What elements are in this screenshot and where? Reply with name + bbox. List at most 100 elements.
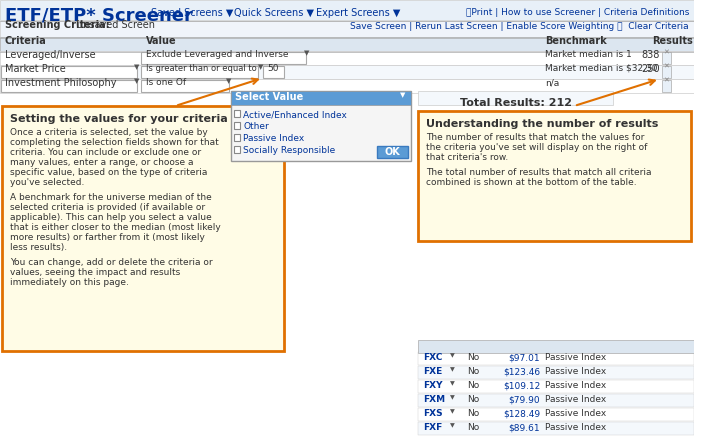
Text: Passive Index: Passive Index: [545, 367, 606, 376]
Text: completing the selection fields shown for that: completing the selection fields shown fo…: [10, 138, 218, 147]
Text: ▼: ▼: [134, 64, 140, 70]
Text: Is one Of: Is one Of: [146, 78, 186, 87]
Text: Saved Screens ▼: Saved Screens ▼: [151, 8, 233, 18]
FancyBboxPatch shape: [1, 66, 137, 78]
Text: $97.01: $97.01: [508, 353, 540, 362]
Text: n/a: n/a: [545, 78, 559, 87]
FancyBboxPatch shape: [662, 66, 672, 78]
FancyBboxPatch shape: [262, 66, 284, 78]
Text: Socially Responsible: Socially Responsible: [243, 146, 336, 155]
Text: ▼: ▼: [304, 50, 309, 56]
FancyBboxPatch shape: [419, 408, 694, 421]
Text: Passive Index: Passive Index: [545, 353, 606, 362]
Text: Exclude Leveraged and Inverse: Exclude Leveraged and Inverse: [146, 50, 289, 59]
Text: more results) or farther from it (most likely: more results) or farther from it (most l…: [10, 233, 205, 242]
Text: Passive Index: Passive Index: [545, 423, 606, 432]
Text: the criteria you've set will display on the right of: the criteria you've set will display on …: [426, 143, 647, 152]
FancyBboxPatch shape: [234, 110, 240, 117]
Text: combined is shown at the bottom of the table.: combined is shown at the bottom of the t…: [426, 178, 637, 187]
FancyBboxPatch shape: [376, 146, 408, 158]
Text: 50: 50: [267, 64, 279, 73]
Text: less results).: less results).: [10, 243, 67, 252]
FancyBboxPatch shape: [419, 340, 694, 353]
Text: OK: OK: [384, 147, 400, 157]
Text: Save Screen | Rerun Last Screen | Enable Score Weighting ⓘ  Clear Criteria: Save Screen | Rerun Last Screen | Enable…: [350, 22, 689, 31]
Text: 250: 250: [641, 64, 660, 74]
Text: ▼: ▼: [449, 409, 454, 414]
Text: $123.46: $123.46: [503, 367, 540, 376]
Text: FXF: FXF: [424, 423, 443, 432]
Text: No: No: [467, 395, 479, 404]
Text: specific value, based on the type of criteria: specific value, based on the type of cri…: [10, 168, 207, 177]
Text: values, seeing the impact and results: values, seeing the impact and results: [10, 268, 180, 277]
Text: $109.12: $109.12: [503, 381, 540, 390]
Text: Unsaved Screen: Unsaved Screen: [76, 20, 155, 30]
Text: Active/Enhanced Index: Active/Enhanced Index: [243, 110, 347, 119]
FancyBboxPatch shape: [234, 146, 240, 153]
Text: ⎙Print | How to use Screener | Criteria Definitions: ⎙Print | How to use Screener | Criteria …: [466, 8, 689, 17]
Text: Once a criteria is selected, set the value by: Once a criteria is selected, set the val…: [10, 128, 207, 137]
Text: Investment Philosophy: Investment Philosophy: [5, 78, 116, 88]
Text: ▼: ▼: [449, 381, 454, 386]
Text: applicable). This can help you select a value: applicable). This can help you select a …: [10, 213, 212, 222]
Text: Passive Index: Passive Index: [545, 381, 606, 390]
Text: No: No: [467, 381, 479, 390]
Text: Select Value: Select Value: [235, 92, 304, 102]
Text: Quick Screens ▼: Quick Screens ▼: [234, 8, 314, 18]
Text: Other: Other: [243, 122, 269, 131]
Text: Results: Results: [652, 36, 692, 46]
Text: Setting the values for your criteria: Setting the values for your criteria: [10, 114, 227, 124]
FancyBboxPatch shape: [1, 80, 137, 92]
Text: The total number of results that match all criteria: The total number of results that match a…: [426, 168, 652, 177]
Text: you've selected.: you've selected.: [10, 178, 84, 187]
Text: FXC: FXC: [424, 353, 443, 362]
FancyBboxPatch shape: [419, 380, 694, 393]
Text: that criteria's row.: that criteria's row.: [426, 153, 508, 162]
Text: many values, enter a range, or choose a: many values, enter a range, or choose a: [10, 158, 193, 167]
Text: ETF/ETP* Screener: ETF/ETP* Screener: [5, 6, 193, 24]
Text: FXE: FXE: [424, 367, 443, 376]
Text: ✕: ✕: [664, 50, 670, 56]
FancyBboxPatch shape: [141, 66, 258, 78]
FancyBboxPatch shape: [141, 52, 307, 64]
Text: FXM: FXM: [424, 395, 446, 404]
Text: You can change, add or delete the criteria or: You can change, add or delete the criter…: [10, 258, 212, 267]
Text: No: No: [467, 423, 479, 432]
Text: Benchmark: Benchmark: [545, 36, 607, 46]
FancyBboxPatch shape: [0, 0, 694, 20]
Text: Market median is $32.30: Market median is $32.30: [545, 64, 657, 73]
Text: Leveraged/Inverse: Leveraged/Inverse: [5, 50, 96, 60]
Text: immediately on this page.: immediately on this page.: [10, 278, 128, 287]
FancyBboxPatch shape: [0, 79, 694, 93]
FancyBboxPatch shape: [0, 51, 694, 65]
Text: ▼: ▼: [401, 92, 406, 98]
Text: FXS: FXS: [424, 409, 443, 418]
Text: A benchmark for the universe median of the: A benchmark for the universe median of t…: [10, 193, 212, 202]
FancyBboxPatch shape: [419, 111, 691, 241]
Text: Understanding the number of results: Understanding the number of results: [426, 119, 659, 129]
Text: Criteria: Criteria: [5, 36, 46, 46]
Text: Expert Screens ▼: Expert Screens ▼: [317, 8, 401, 18]
FancyBboxPatch shape: [419, 422, 694, 435]
Text: ✕: ✕: [664, 78, 670, 84]
FancyBboxPatch shape: [141, 80, 229, 92]
FancyBboxPatch shape: [0, 37, 694, 51]
FancyBboxPatch shape: [234, 122, 240, 129]
Text: Passive Index: Passive Index: [545, 409, 606, 418]
Text: Value: Value: [146, 36, 177, 46]
Text: ✕: ✕: [664, 64, 670, 70]
Text: $79.90: $79.90: [508, 395, 540, 404]
Text: Total Results: 212: Total Results: 212: [460, 98, 572, 108]
Text: ▼: ▼: [226, 78, 231, 84]
FancyBboxPatch shape: [419, 394, 694, 407]
Text: $128.49: $128.49: [503, 409, 540, 418]
Text: Market Price: Market Price: [5, 64, 66, 74]
Text: ▼: ▼: [449, 367, 454, 372]
Text: ▼: ▼: [134, 78, 140, 84]
FancyBboxPatch shape: [419, 366, 694, 379]
Text: ▼: ▼: [449, 353, 454, 358]
Text: Passive Index: Passive Index: [243, 134, 304, 143]
Text: Passive Index: Passive Index: [545, 395, 606, 404]
Text: Screening Criteria:: Screening Criteria:: [5, 20, 110, 30]
Text: 838: 838: [641, 50, 660, 60]
